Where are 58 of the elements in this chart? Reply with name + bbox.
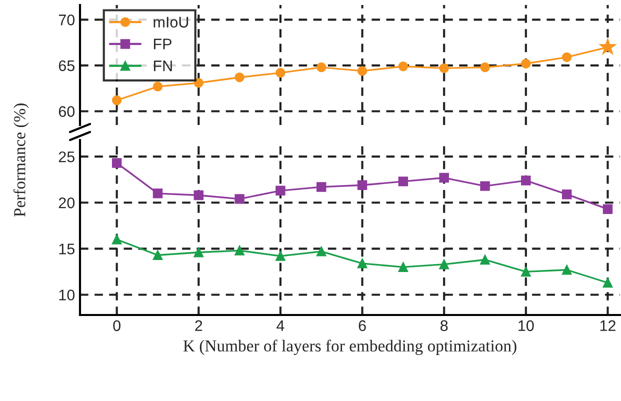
point — [598, 37, 618, 56]
point — [398, 62, 408, 72]
y-tick-label: 25 — [58, 151, 74, 162]
y-axis-title: Performance (%) — [13, 104, 29, 217]
point — [439, 172, 449, 183]
y-tick-label: 10 — [59, 290, 75, 300]
point — [152, 250, 163, 260]
point — [480, 181, 490, 191]
point — [152, 188, 163, 198]
x-tick-label: 2 — [195, 320, 202, 331]
point — [602, 278, 613, 288]
x-tick-label: 8 — [440, 320, 448, 332]
point — [316, 182, 326, 192]
point — [276, 251, 286, 261]
point — [398, 262, 408, 272]
point — [439, 259, 449, 270]
point — [357, 180, 368, 190]
point — [521, 266, 531, 277]
point — [562, 265, 572, 275]
x-tick-label: 10 — [518, 320, 534, 332]
point — [480, 254, 490, 265]
y-tick-label: 20 — [58, 198, 75, 208]
point — [152, 82, 163, 92]
point — [194, 190, 204, 200]
point — [112, 234, 122, 244]
legend-label: FP — [154, 38, 172, 50]
y-tick-label: 60 — [58, 106, 75, 117]
point — [562, 52, 572, 62]
point — [439, 63, 449, 74]
point — [194, 248, 204, 258]
point — [562, 189, 572, 200]
point — [276, 68, 286, 78]
point — [398, 176, 408, 186]
point — [234, 194, 244, 204]
point — [112, 158, 122, 168]
point — [316, 62, 326, 72]
y-tick-label: 15 — [59, 244, 74, 254]
point — [234, 72, 244, 82]
x-tick-label: 6 — [358, 320, 366, 332]
x-tick-label: 12 — [600, 320, 616, 331]
y-tick-label: 65 — [58, 60, 74, 72]
point — [194, 78, 204, 88]
point — [357, 66, 368, 76]
point — [316, 246, 326, 256]
legend-label: mIoU — [154, 16, 188, 28]
point — [602, 204, 613, 214]
y-tick-label: 70 — [58, 14, 75, 26]
point — [234, 246, 244, 256]
point — [276, 186, 286, 196]
point — [112, 95, 122, 106]
x-tick-label: 4 — [276, 320, 284, 331]
point — [357, 258, 368, 268]
x-axis-title: K (Number of layers for embedding optimization) — [183, 340, 516, 355]
x-tick-label: 0 — [113, 320, 120, 332]
point — [521, 58, 531, 68]
point — [480, 62, 490, 72]
point — [521, 176, 531, 186]
legend-label: FN — [154, 60, 172, 72]
